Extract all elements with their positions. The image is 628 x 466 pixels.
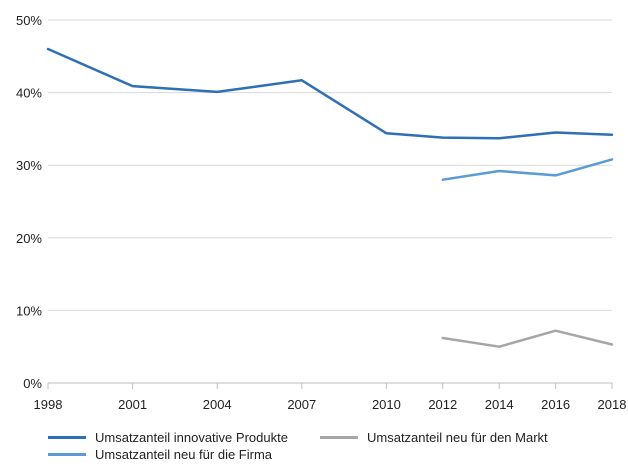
x-tick-label: 2007 <box>287 397 316 412</box>
series-line-2 <box>441 329 614 348</box>
series-line-1 <box>441 158 614 181</box>
x-tick-label: 2001 <box>118 397 147 412</box>
line-chart: 0% 10% 20% 30% 40% 50% 1998 2001 2004 2007 2010 20… <box>16 13 627 412</box>
gridlines <box>47 19 613 389</box>
legend-swatch <box>320 436 358 439</box>
chart-legend: Umsatzanteil innovative Produkte Umsatza… <box>48 430 608 464</box>
legend-label: Umsatzanteil neu für die Firma <box>95 447 273 462</box>
x-tick-label: 2016 <box>541 397 570 412</box>
y-tick-label: 20% <box>16 231 42 246</box>
y-tick-label: 40% <box>16 86 42 101</box>
legend-label: Umsatzanteil innovative Produkte <box>95 430 288 445</box>
x-tick-label: 2018 <box>598 397 627 412</box>
data-series <box>46 47 614 348</box>
x-tick-label: 2004 <box>203 397 232 412</box>
x-axis-tick-labels: 1998 2001 2004 2007 2010 2012 2014 2016 2018 <box>34 397 627 412</box>
x-tick-label: 2012 <box>428 397 457 412</box>
x-tick-label: 2014 <box>485 397 514 412</box>
x-tick-label: 1998 <box>34 397 63 412</box>
y-tick-label: 30% <box>16 158 42 173</box>
series-line-0 <box>46 47 614 140</box>
legend-item-new-for-firm: Umsatzanteil neu für die Firma <box>48 447 272 462</box>
legend-label: Umsatzanteil neu für den Markt <box>367 430 548 445</box>
y-tick-label: 0% <box>23 376 42 391</box>
y-tick-label: 50% <box>16 13 42 28</box>
y-tick-label: 10% <box>16 303 42 318</box>
legend-swatch <box>48 436 86 439</box>
y-axis-tick-labels: 0% 10% 20% 30% 40% 50% <box>16 13 42 391</box>
x-tick-label: 2010 <box>372 397 401 412</box>
legend-swatch <box>48 453 86 456</box>
legend-item-innovative-products: Umsatzanteil innovative Produkte <box>48 430 288 445</box>
legend-item-new-for-market: Umsatzanteil neu für den Markt <box>320 430 548 445</box>
